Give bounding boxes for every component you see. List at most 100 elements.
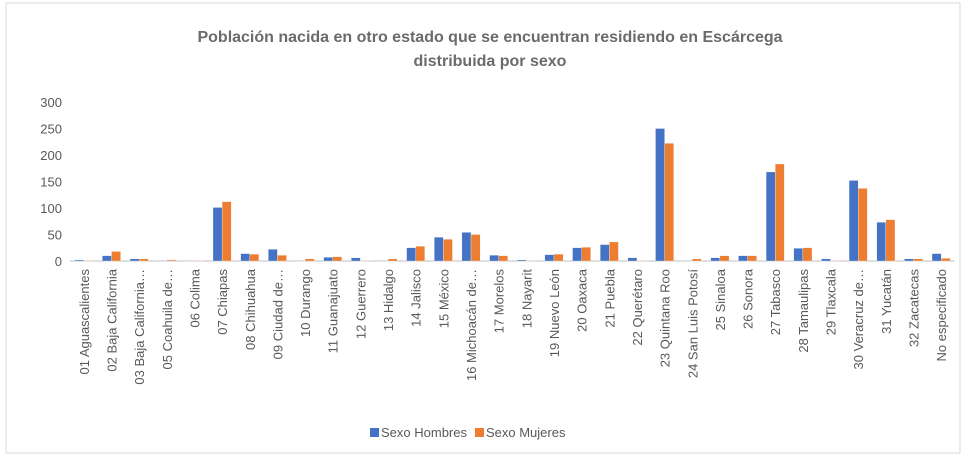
bar xyxy=(931,253,942,262)
bar xyxy=(517,259,527,262)
bar xyxy=(443,239,453,262)
bar xyxy=(682,260,693,262)
bar xyxy=(738,255,748,262)
x-tick-label: 28 Tamaulipas xyxy=(796,269,811,353)
x-tick-label: 26 Sonora xyxy=(741,268,756,329)
x-tick-label: 25 Sinaloa xyxy=(713,268,728,330)
x-tick-label: 07 Chiapas xyxy=(215,269,230,335)
bar xyxy=(360,260,370,262)
bar xyxy=(323,257,333,262)
x-tick-label: 24 San Luis Potosí xyxy=(685,269,700,379)
bar xyxy=(710,257,721,262)
bar xyxy=(830,260,840,262)
bar xyxy=(166,259,177,262)
bar xyxy=(498,255,508,262)
x-tick-label: 32 Zacatecas xyxy=(907,269,922,348)
bar xyxy=(885,219,896,262)
bar xyxy=(221,201,232,262)
bar xyxy=(747,255,757,262)
bar xyxy=(295,260,306,262)
bar xyxy=(129,258,140,262)
y-tick-label: 50 xyxy=(48,228,62,243)
x-tick-label: 17 Morelos xyxy=(492,269,507,334)
x-tick-label: 16 Michoacán de… xyxy=(464,269,479,381)
x-tick-label: 29 Tlaxcala xyxy=(824,268,839,335)
bar xyxy=(461,232,472,262)
x-tick-label: 02 Baja California xyxy=(104,268,119,371)
bar xyxy=(553,253,564,262)
bar xyxy=(277,255,287,262)
bar xyxy=(609,241,619,262)
x-tick-label: 14 Jalisco xyxy=(409,269,424,327)
legend-label: Sexo Hombres xyxy=(381,425,467,440)
x-tick-label: No especificado xyxy=(934,269,949,362)
bar xyxy=(194,260,204,262)
x-tick-label: 08 Chihuahua xyxy=(243,268,258,350)
bar xyxy=(904,258,914,262)
bar xyxy=(719,255,730,262)
bar xyxy=(74,259,84,262)
bar xyxy=(332,256,343,262)
bar xyxy=(157,260,167,262)
bar xyxy=(600,244,610,262)
bar xyxy=(111,251,121,262)
chart-title: distribuida por sexo xyxy=(414,53,567,70)
x-tick-label: 30 Veracruz de… xyxy=(851,269,866,369)
x-tick-label: 10 Durango xyxy=(298,269,313,337)
legend-swatch xyxy=(370,428,379,437)
bar xyxy=(240,253,250,262)
bar xyxy=(636,260,647,262)
bar xyxy=(858,188,868,262)
bar xyxy=(102,255,112,262)
bar xyxy=(793,248,804,262)
bar xyxy=(848,180,859,262)
x-tick-label: 11 Guanajuato xyxy=(326,269,341,353)
bar xyxy=(913,258,923,262)
bar xyxy=(572,247,582,262)
bar xyxy=(876,222,887,262)
bar xyxy=(664,143,674,262)
bar xyxy=(138,258,149,262)
chart-border xyxy=(5,2,961,454)
y-tick-label: 200 xyxy=(40,148,62,163)
x-tick-label: 06 Colima xyxy=(187,268,202,327)
bar xyxy=(581,247,591,262)
bar xyxy=(406,247,416,262)
bar xyxy=(821,258,831,262)
bar xyxy=(185,260,195,262)
x-tick-label: 03 Baja California… xyxy=(132,269,147,385)
bar xyxy=(765,171,776,262)
x-tick-label: 12 Guerrero xyxy=(353,269,368,339)
x-tick-label: 01 Aguascalientes xyxy=(77,269,92,375)
legend-swatch xyxy=(474,428,484,437)
bar xyxy=(304,258,315,262)
bar xyxy=(387,258,398,262)
bar xyxy=(627,257,638,262)
x-tick-label: 19 Nuevo León xyxy=(547,269,562,357)
bar xyxy=(655,128,665,262)
x-tick-label: 15 México xyxy=(436,269,451,328)
bar xyxy=(544,254,555,262)
y-tick-label: 250 xyxy=(40,122,62,137)
x-tick-label: 23 Quintana Roo xyxy=(658,269,673,367)
bar xyxy=(351,257,361,262)
x-tick-label: 09 Ciudad de… xyxy=(270,269,285,359)
bar xyxy=(249,253,260,262)
y-tick-label: 0 xyxy=(55,254,62,269)
y-tick-label: 300 xyxy=(40,95,62,110)
legend-label: Sexo Mujeres xyxy=(486,425,566,440)
bar xyxy=(268,249,278,262)
bar xyxy=(802,247,813,262)
x-tick-label: 27 Tabasco xyxy=(768,269,783,335)
bar xyxy=(489,255,499,262)
x-tick-label: 31 Yucatán xyxy=(879,269,894,334)
bar xyxy=(526,260,536,262)
x-tick-label: 05 Coahuila de… xyxy=(160,269,175,369)
y-tick-label: 100 xyxy=(40,201,62,216)
x-tick-label: 18 Nayarit xyxy=(519,269,534,329)
x-tick-label: 22 Querétaro xyxy=(630,269,645,346)
bar xyxy=(83,260,94,262)
bar xyxy=(434,236,444,262)
bar xyxy=(378,260,389,262)
